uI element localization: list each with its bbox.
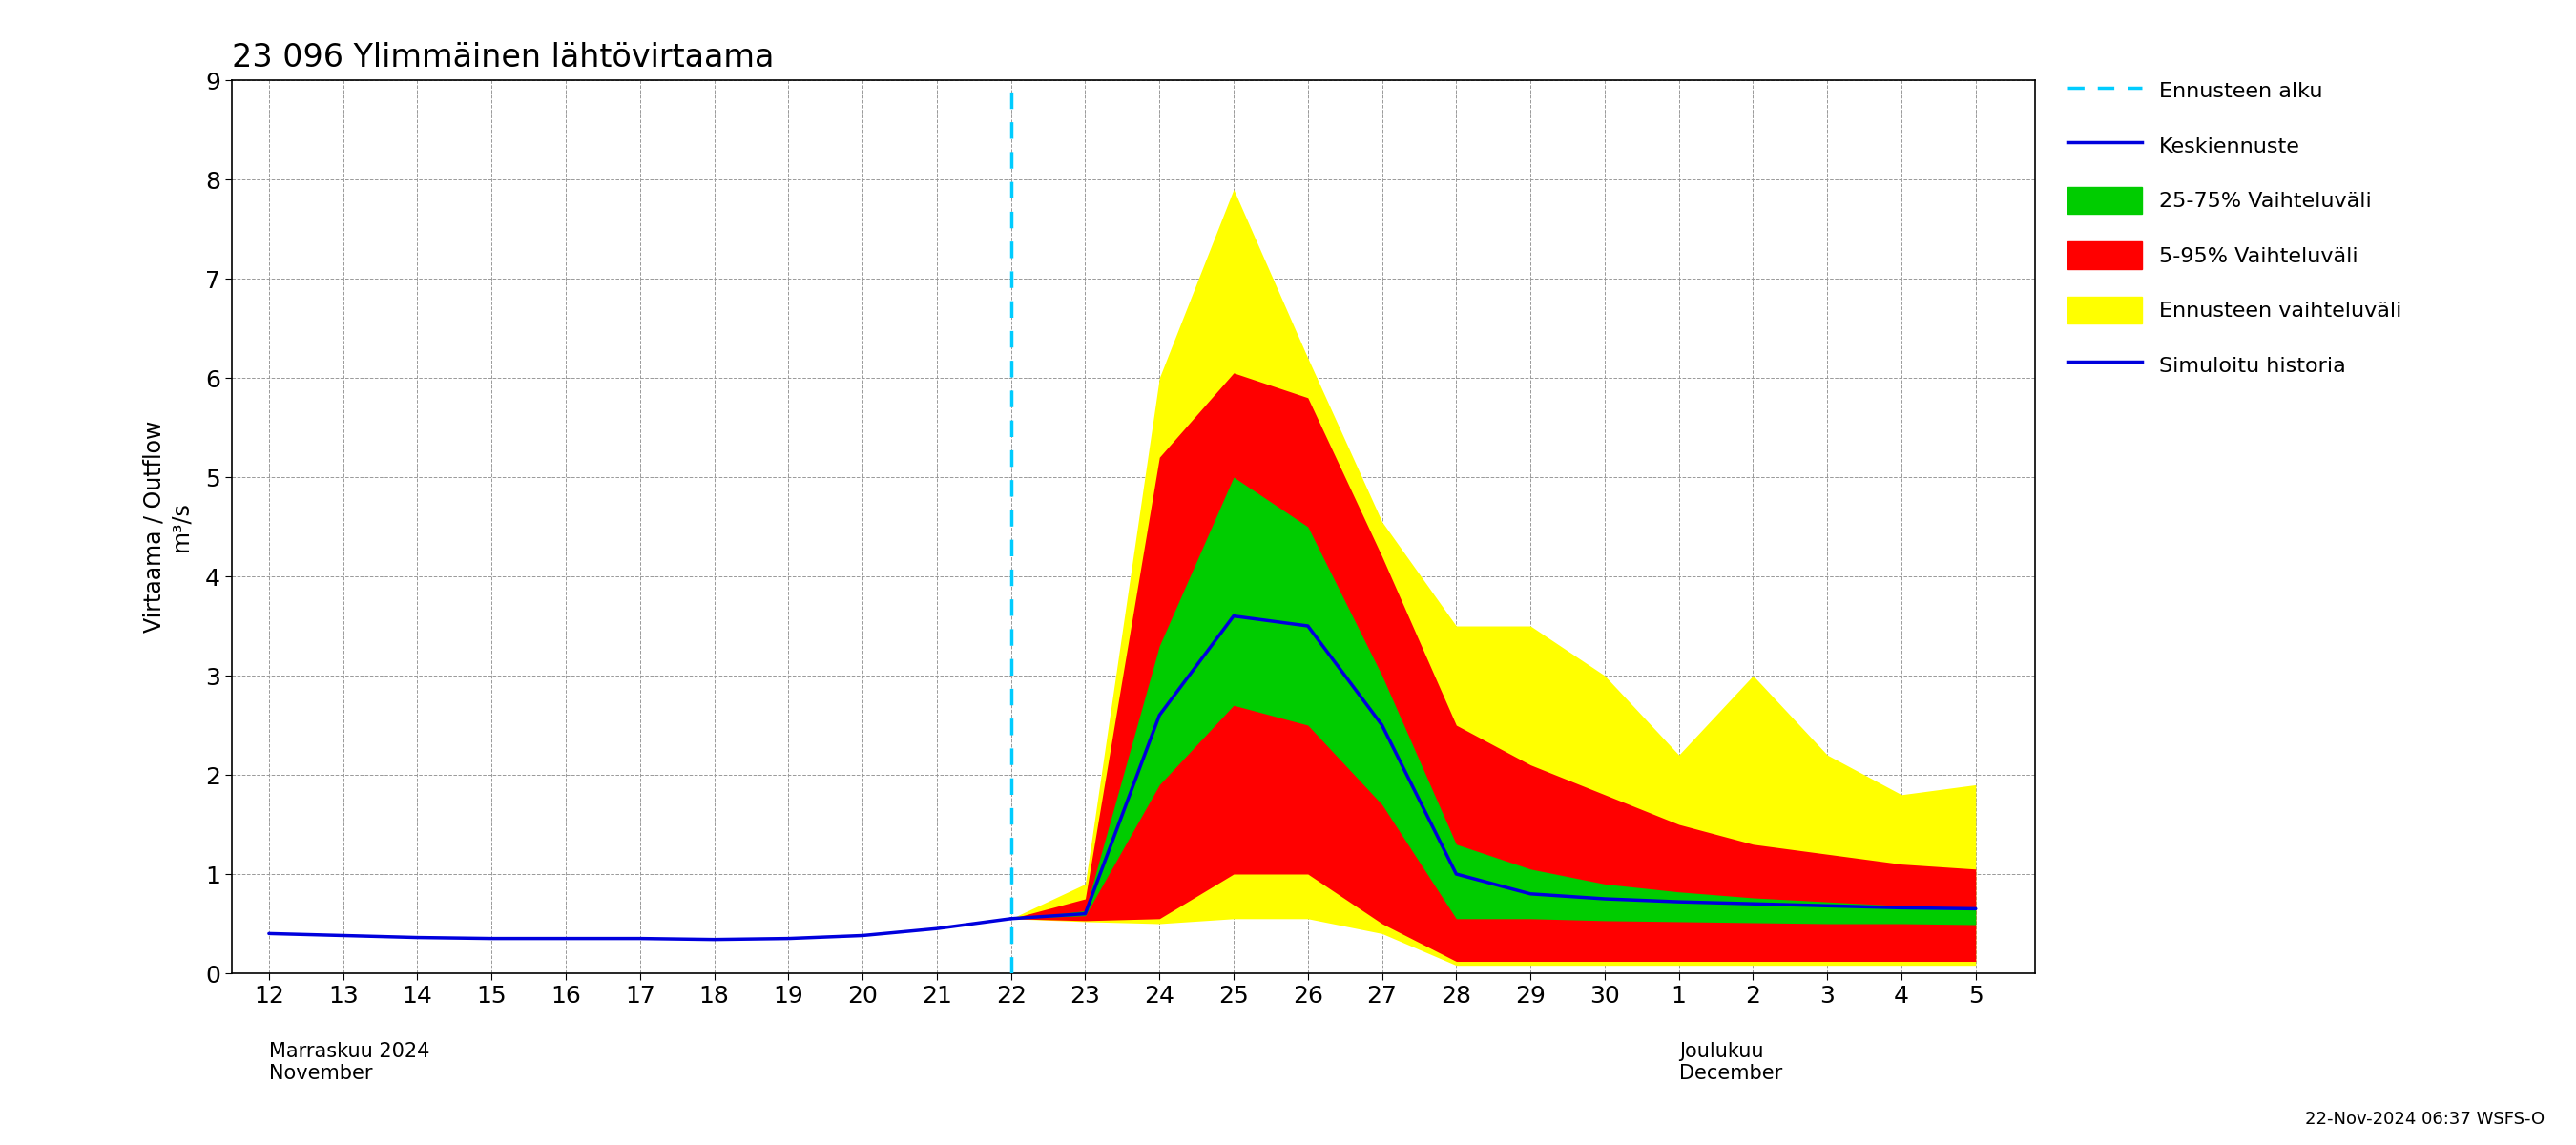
Text: 23 096 Ylimmäinen lähtövirtaama: 23 096 Ylimmäinen lähtövirtaama xyxy=(232,42,775,73)
Legend: Ennusteen alku, Keskiennuste, 25-75% Vaihteluväli, 5-95% Vaihteluväli, Ennusteen: Ennusteen alku, Keskiennuste, 25-75% Vai… xyxy=(2063,73,2406,382)
Text: Marraskuu 2024
November: Marraskuu 2024 November xyxy=(268,1042,430,1083)
Text: 22-Nov-2024 06:37 WSFS-O: 22-Nov-2024 06:37 WSFS-O xyxy=(2306,1111,2545,1128)
Y-axis label: Virtaama / Outflow
m³/s: Virtaama / Outflow m³/s xyxy=(142,420,193,633)
Text: Joulukuu
December: Joulukuu December xyxy=(1680,1042,1783,1083)
